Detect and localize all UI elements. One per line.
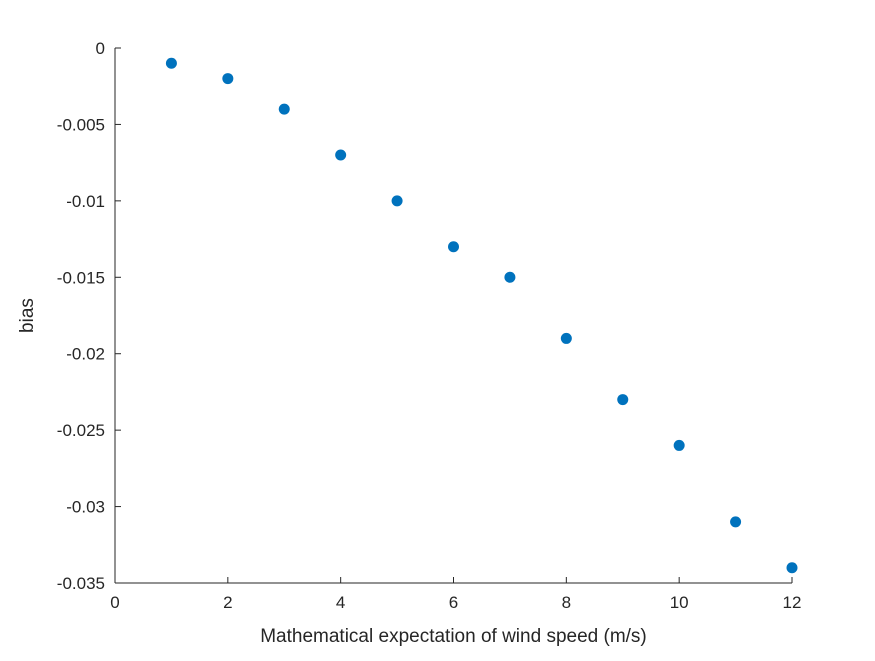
y-tick-label: -0.005 — [57, 115, 105, 134]
data-point — [560, 332, 572, 344]
data-point — [504, 271, 516, 283]
y-tick-label: -0.025 — [57, 421, 105, 440]
data-point — [222, 73, 234, 85]
data-point — [335, 149, 347, 161]
y-tick-label: -0.01 — [66, 192, 105, 211]
y-tick-label: -0.015 — [57, 268, 105, 287]
x-tick-label: 10 — [670, 593, 689, 612]
y-tick-label: 0 — [96, 39, 105, 58]
data-point — [786, 562, 798, 574]
x-tick-label: 8 — [562, 593, 571, 612]
data-point — [278, 103, 290, 115]
data-point — [673, 439, 685, 451]
data-point — [617, 394, 629, 406]
x-tick-label: 4 — [336, 593, 345, 612]
data-point — [448, 241, 459, 253]
y-tick-label: -0.02 — [66, 345, 105, 364]
x-tick-label: 6 — [449, 593, 458, 612]
x-tick-label: 2 — [223, 593, 232, 612]
data-points — [165, 57, 798, 574]
y-axis-label: bias — [17, 298, 38, 333]
data-point — [730, 516, 742, 528]
x-tick-label: 0 — [110, 593, 119, 612]
y-tick-label: -0.03 — [66, 498, 105, 517]
ticks: 0 2 4 6 8 10 12 0 -0.005 -0.01 -0.015 -0.02 -0.025 -0… — [57, 39, 802, 612]
y-tick-label: -0.035 — [57, 574, 105, 593]
x-axis-label: Mathematical expectation of wind speed (… — [260, 626, 647, 647]
x-tick-label: 12 — [783, 593, 802, 612]
data-point — [165, 57, 177, 69]
data-point — [391, 195, 403, 207]
axes — [114, 48, 792, 584]
